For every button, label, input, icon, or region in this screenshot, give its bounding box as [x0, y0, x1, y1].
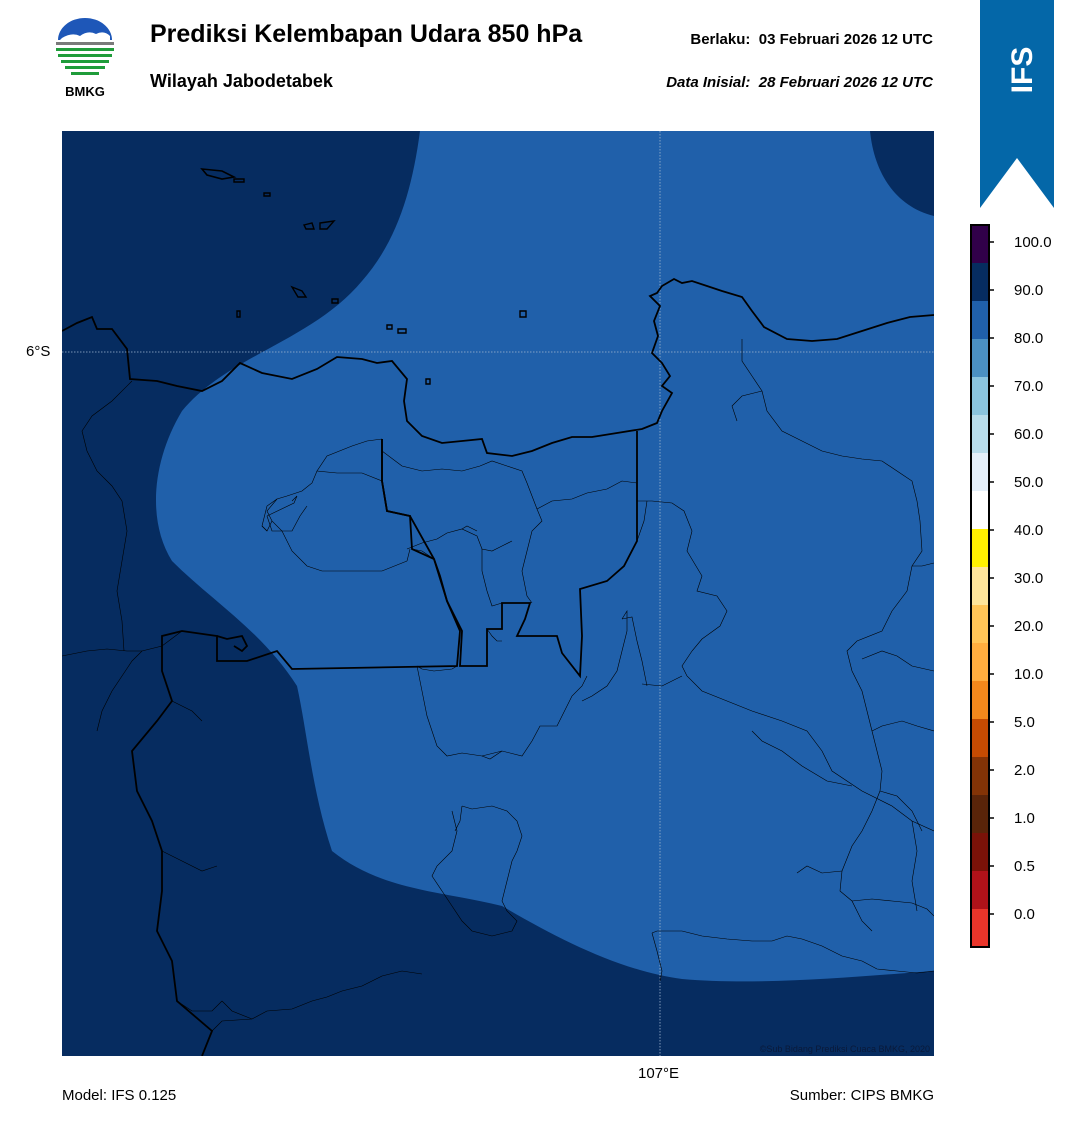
java-north-coastline — [61, 277, 935, 457]
page-subtitle: Wilayah Jabodetabek — [150, 71, 333, 91]
banten-westjava-boundary — [131, 439, 461, 1057]
colorbar-label: 50.0 — [1014, 474, 1043, 491]
colorbar-label: 80.0 — [1014, 330, 1043, 347]
colorbar-label: 100.0 — [1014, 234, 1052, 251]
district-boundaries — [61, 339, 935, 1032]
colorbar-label: 5.0 — [1014, 714, 1035, 731]
colorbar-label: 40.0 — [1014, 522, 1043, 539]
colorbar-segment — [971, 301, 989, 339]
colorbar-label: 2.0 — [1014, 762, 1035, 779]
colorbar-segment — [971, 225, 989, 263]
colorbar-frame — [970, 224, 990, 948]
source-info: Sumber: CIPS BMKG — [789, 1087, 934, 1104]
colorbar-segment — [971, 681, 989, 719]
colorbar-segment — [971, 871, 989, 909]
init-time: 28 Februari 2026 12 UTC — [758, 74, 933, 91]
humidity-map[interactable] — [61, 131, 935, 1057]
colorbar-label: 0.5 — [1014, 858, 1035, 875]
island — [425, 378, 431, 385]
longitude-label: 107°E — [638, 1065, 680, 1082]
model-ribbon: IFS — [980, 0, 1054, 210]
colorbar-label: 10.0 — [1014, 666, 1043, 683]
colorbar-label: 90.0 — [1014, 282, 1043, 299]
init-label: Data Inisial: — [666, 74, 751, 91]
island — [331, 298, 339, 304]
bmkg-logo-icon — [56, 18, 114, 75]
colorbar-segment — [971, 909, 989, 947]
bmkg-logo: BMKG — [50, 18, 120, 104]
colorbar-segment — [971, 453, 989, 491]
colorbar-segment — [971, 491, 989, 529]
colorbar-segment — [971, 643, 989, 681]
island — [263, 192, 271, 197]
colorbar-segment — [971, 719, 989, 757]
colorbar-label: 70.0 — [1014, 378, 1043, 395]
model-badge: IFS — [1006, 47, 1039, 94]
colorbar-segment — [971, 377, 989, 415]
colorbar-segment — [971, 567, 989, 605]
colorbar-label: 1.0 — [1014, 810, 1035, 827]
island — [290, 285, 308, 298]
colorbar-segment — [971, 529, 989, 567]
logo-text: BMKG — [65, 84, 105, 99]
humidity-80-90-region — [155, 131, 934, 982]
colorbar-segment — [971, 605, 989, 643]
island — [386, 324, 393, 330]
colorbar: 0.0 0.5 1.0 2.0 5.0 10.0 20.0 30.0 40.0 50.0 60.0 7… — [968, 222, 1078, 968]
colorbar-label: 30.0 — [1014, 570, 1043, 587]
colorbar-segment — [971, 415, 989, 453]
valid-time: 03 Februari 2026 12 UTC — [758, 31, 933, 48]
island — [302, 222, 315, 230]
colorbar-segment — [971, 339, 989, 377]
island — [519, 310, 527, 318]
island — [233, 178, 245, 183]
island — [200, 168, 237, 180]
valid-label: Berlaku: — [690, 31, 751, 48]
colorbar-segment — [971, 263, 989, 301]
page-title: Prediksi Kelembapan Udara 850 hPa — [150, 20, 583, 48]
island — [319, 220, 336, 230]
map-copyright: ©Sub Bidang Prediksi Cuaca BMKG, 2020 — [759, 1044, 930, 1054]
boundary-spur — [216, 634, 249, 653]
colorbar-segment — [971, 833, 989, 871]
model-info: Model: IFS 0.125 — [62, 1087, 177, 1104]
island — [397, 328, 407, 334]
colorbar-label: 0.0 — [1014, 906, 1035, 923]
colorbar-label: 20.0 — [1014, 618, 1043, 635]
island — [236, 310, 241, 318]
valid-time-row: Berlaku: 03 Februari 2026 12 UTC — [690, 31, 933, 48]
colorbar-segment — [971, 795, 989, 833]
colorbar-label: 60.0 — [1014, 426, 1043, 443]
colorbar-segment — [971, 757, 989, 795]
latitude-label: 6°S — [26, 343, 51, 360]
init-time-row: Data Inisial: 28 Februari 2026 12 UTC — [666, 74, 933, 91]
